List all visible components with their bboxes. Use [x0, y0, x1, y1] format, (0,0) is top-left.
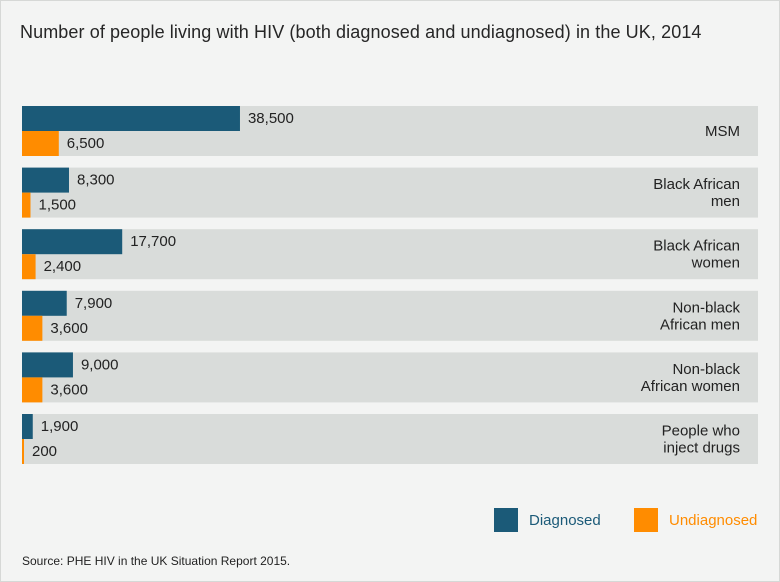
legend-item-diagnosed: Diagnosed: [494, 508, 601, 532]
category-label: women: [691, 255, 740, 272]
data-label-undiagnosed: 3,600: [50, 320, 88, 337]
bar-undiagnosed: [22, 254, 36, 280]
category-label: African men: [660, 316, 740, 333]
category-label: Non-black: [672, 299, 740, 316]
row-background: [22, 414, 758, 464]
category-label: Black African: [653, 176, 740, 193]
data-label-undiagnosed: 2,400: [44, 258, 82, 275]
category-label: Black African: [653, 238, 740, 255]
data-label-diagnosed: 7,900: [75, 295, 113, 312]
legend-label-undiagnosed: Undiagnosed: [669, 511, 758, 529]
category-label: men: [711, 193, 740, 210]
bar-undiagnosed: [22, 192, 31, 218]
row-background: [22, 290, 758, 341]
legend-swatch-undiagnosed: [634, 508, 658, 532]
category-label: inject drugs: [663, 440, 740, 457]
bar-diagnosed: [22, 167, 69, 193]
data-label-diagnosed: 1,900: [41, 418, 79, 435]
source-note: Source: PHE HIV in the UK Situation Repo…: [22, 554, 291, 568]
category-label: African women: [641, 378, 740, 395]
row-background: [22, 352, 758, 403]
data-label-undiagnosed: 200: [32, 443, 57, 460]
bar-diagnosed: [22, 106, 240, 131]
bar-undiagnosed: [22, 377, 43, 403]
data-label-undiagnosed: 6,500: [67, 135, 105, 152]
bar-diagnosed: [22, 290, 67, 316]
row-background: [22, 167, 758, 218]
data-label-diagnosed: 9,000: [81, 356, 119, 373]
bar-diagnosed: [22, 414, 33, 439]
data-label-diagnosed: 17,700: [130, 233, 176, 250]
bar-undiagnosed: [22, 315, 43, 341]
legend-item-undiagnosed: Undiagnosed: [634, 508, 757, 532]
data-label-undiagnosed: 3,600: [50, 381, 88, 398]
bar-undiagnosed: [22, 131, 59, 156]
legend-label-diagnosed: Diagnosed: [529, 511, 601, 529]
bar-undiagnosed: [22, 439, 24, 464]
bar-diagnosed: [22, 352, 73, 378]
category-label: People who: [662, 423, 740, 440]
legend-swatch-diagnosed: [494, 508, 518, 532]
category-label: MSM: [705, 123, 740, 140]
data-label-diagnosed: 38,500: [248, 110, 294, 127]
data-label-diagnosed: 8,300: [77, 172, 115, 189]
category-label: Non-black: [672, 361, 740, 378]
row-background: [22, 229, 758, 280]
data-label-undiagnosed: 1,500: [38, 197, 76, 214]
bar-diagnosed: [22, 229, 123, 255]
chart-title: Number of people living with HIV (both d…: [20, 22, 702, 42]
